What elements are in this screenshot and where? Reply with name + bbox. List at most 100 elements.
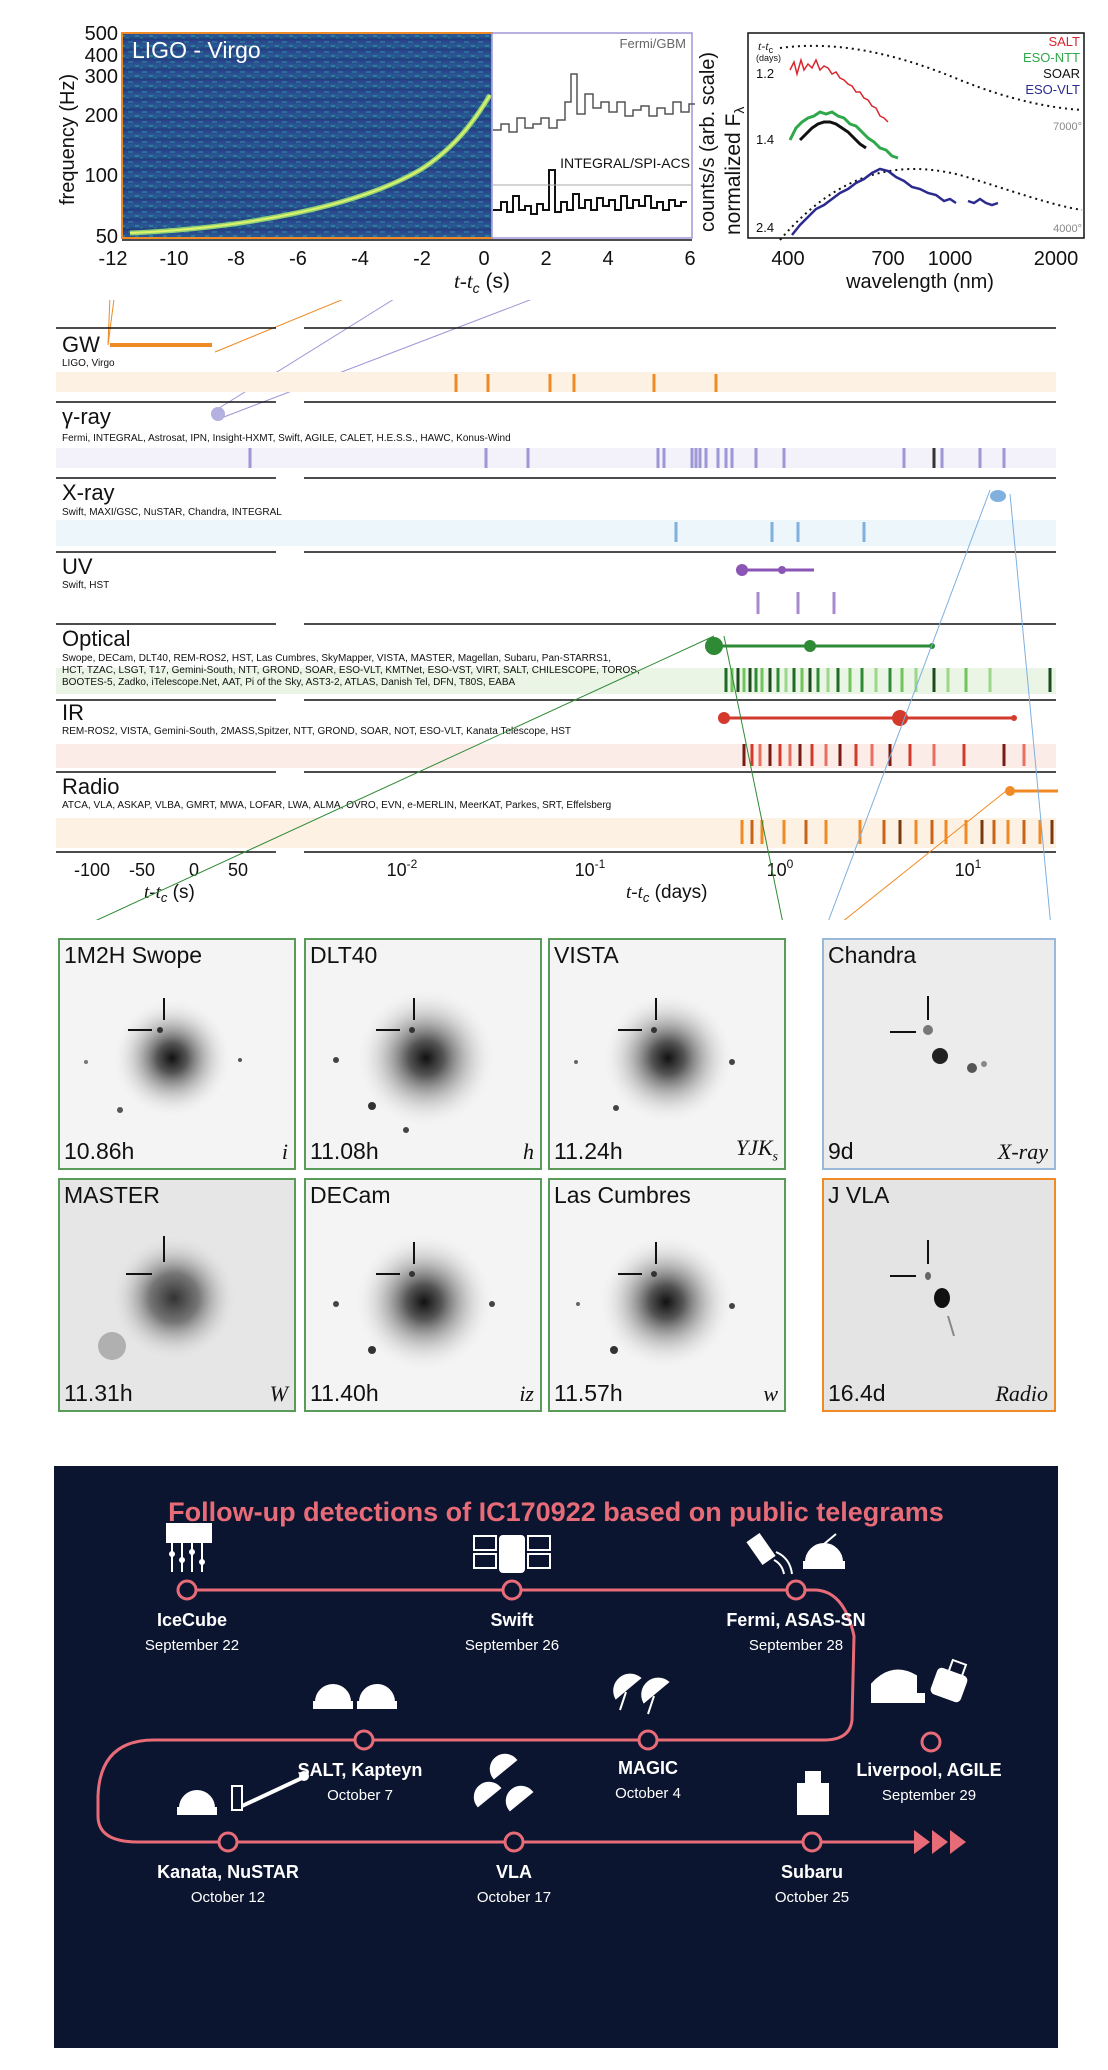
stop-marker [503, 1831, 525, 1853]
image-decam: DECam 11.40h iz [304, 1178, 542, 1412]
counts-label: counts/s (arb. scale) [697, 52, 719, 232]
gw-y-label: frequency (Hz) [57, 74, 79, 205]
uv-ticks [756, 592, 836, 614]
gw-y-tick: 300 [85, 66, 118, 88]
image-filter: w [763, 1381, 778, 1406]
gw-x-tick: -6 [289, 248, 307, 270]
subaru-icon [797, 1771, 829, 1815]
satellite-icon [473, 1535, 551, 1573]
gw-x-tick: -2 [413, 248, 431, 270]
left-axis-tick: 0 [189, 860, 199, 880]
stop-date: September 29 [882, 1787, 976, 1804]
spectra-x-label: wavelength (nm) [845, 271, 994, 293]
right-axis-tick: 10-2 [387, 857, 418, 880]
spectrum-soar [798, 120, 867, 150]
row-label-optical: Optical [62, 626, 130, 651]
stop-name: IceCube [157, 1610, 227, 1630]
image-master: MASTER 11.31h W [58, 1178, 296, 1412]
telegram-panel: Follow-up detections of IC170922 based o… [54, 1466, 1058, 2048]
image-filter: Radio [995, 1381, 1048, 1406]
image-title: VISTA [554, 942, 619, 968]
magic-telescopes-icon [613, 1673, 670, 1715]
image-filter: i [281, 1139, 288, 1164]
stop-date: October 12 [191, 1889, 265, 1906]
stop-marker [785, 1579, 807, 1601]
radio-image [824, 1180, 1054, 1410]
satellite-dish-icon [746, 1532, 793, 1575]
row-facilities-xray: Swift, MAXI/GSC, NuSTAR, Chandra, INTEGR… [62, 507, 282, 518]
nustar-icon [231, 1771, 309, 1811]
spectra-y-label: normalized Fλ [722, 107, 747, 235]
gw-x-tick: -10 [160, 248, 189, 270]
gw-x-label: t-tc (s) [454, 269, 510, 296]
right-axis-tick: 10-1 [575, 857, 606, 880]
spectrogram-area [121, 32, 493, 239]
gw-x-tick: 2 [540, 248, 551, 270]
vla-dishes-icon [473, 1753, 534, 1812]
gw-x-tick: 4 [602, 248, 613, 270]
image-chandra: Chandra 9d X-ray [822, 938, 1056, 1170]
stop-date: October 4 [615, 1785, 681, 1802]
legend-soar: SOAR [1043, 66, 1080, 81]
image-time: 9d [828, 1138, 854, 1164]
stop-marker [920, 1731, 942, 1753]
fermi-lightcurve [493, 73, 695, 133]
stop-name: Swift [491, 1610, 534, 1630]
ir-ticks [742, 744, 1026, 766]
gw-y-ticks: 500 400 300 200 100 50 [85, 23, 118, 248]
bb-4000 [779, 167, 1083, 241]
image-filter: YJKs [735, 1134, 778, 1164]
legend-salt: SALT [1048, 34, 1080, 49]
stop-marker [637, 1729, 659, 1751]
image-time: 10.86h [64, 1138, 135, 1164]
observatory-icon [803, 1533, 845, 1569]
telegram-title: Follow-up detections of IC170922 based o… [168, 1497, 944, 1527]
xray-ticks [674, 522, 866, 542]
gw-gamma-figure: LIGO - Virgo frequency (Hz) 500 400 300 … [57, 23, 719, 296]
kanata-dome-icon [177, 1790, 217, 1815]
bb-7000 [779, 44, 1083, 111]
image-filter: X-ray [997, 1139, 1048, 1164]
telescope-enclosure-icon [871, 1669, 925, 1703]
stop-name: Kanata, NuSTAR [157, 1862, 299, 1882]
image-dlt40: DLT40 11.08h h [304, 938, 542, 1170]
row-label-gw: GW [62, 332, 100, 357]
radio-ticks [740, 820, 1054, 844]
gw-x-tick: -8 [227, 248, 245, 270]
image-swope: 1M2H Swope 10.86h i [58, 938, 296, 1170]
stop-marker [801, 1831, 823, 1853]
image-time: 16.4d [828, 1380, 886, 1406]
fermi-label: Fermi/GBM [620, 36, 686, 51]
legend-eso-vlt: ESO-VLT [1025, 82, 1080, 97]
row-label-xray: X-ray [62, 480, 115, 505]
bb-label-4000: 4000° [1053, 223, 1082, 235]
stop-date: September 28 [749, 1637, 843, 1654]
spectrum-salt [789, 57, 889, 123]
image-time: 11.24h [554, 1138, 623, 1164]
stop-marker [176, 1579, 198, 1601]
gw-panel-title: LIGO - Virgo [132, 37, 261, 63]
spectrum-vlt [791, 167, 999, 236]
image-title: 1M2H Swope [64, 942, 203, 968]
bb-label-7000: 7000° [1053, 121, 1082, 133]
row-facilities-optical: HCT, TZAC, LSGT, T17, Gemini-South, NTT,… [62, 665, 640, 676]
image-filter: iz [519, 1381, 534, 1406]
galaxy-image [306, 1180, 540, 1410]
stop-date: October 25 [775, 1889, 849, 1906]
galaxy-image [550, 1180, 784, 1410]
image-jvla: J VLA 16.4d Radio [822, 1178, 1056, 1412]
row-label-radio: Radio [62, 774, 119, 799]
stop-marker [501, 1579, 523, 1601]
gw-x-tick: 0 [478, 248, 489, 270]
right-axis-tick: 100 [767, 857, 794, 880]
left-axis-tick: -50 [129, 860, 155, 880]
left-axis-tick: 50 [228, 860, 248, 880]
row-label-uv: UV [62, 554, 93, 579]
legend-eso-ntt: ESO-NTT [1023, 50, 1080, 65]
gw-ticks [454, 374, 718, 392]
image-title: DECam [310, 1182, 391, 1208]
stop-date: September 26 [465, 1637, 559, 1654]
image-time: 11.31h [64, 1380, 133, 1406]
right-axis-label: t-tc (days) [626, 882, 707, 905]
stop-marker [217, 1831, 239, 1853]
